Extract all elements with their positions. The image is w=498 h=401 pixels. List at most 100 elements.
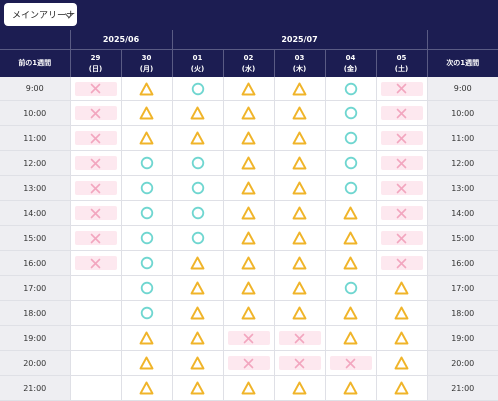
slot-cell[interactable] bbox=[222, 175, 274, 201]
slot-cell[interactable] bbox=[171, 150, 223, 176]
slot-cell[interactable] bbox=[222, 375, 274, 401]
few-left-triangle-icon bbox=[190, 356, 205, 370]
slot-cell bbox=[273, 350, 325, 376]
time-label: 9:00 bbox=[426, 77, 498, 101]
slot-cell[interactable] bbox=[273, 175, 325, 201]
slot-cell[interactable] bbox=[120, 225, 172, 251]
slot-cell bbox=[375, 175, 427, 201]
slot-cell[interactable] bbox=[324, 325, 376, 351]
slot-cell[interactable] bbox=[324, 300, 376, 326]
slot-cell[interactable] bbox=[222, 300, 274, 326]
full-cross-icon bbox=[380, 206, 423, 220]
full-cross-icon bbox=[380, 231, 423, 245]
slot-cell[interactable] bbox=[324, 375, 376, 401]
slot-cell[interactable] bbox=[120, 77, 172, 101]
slot-cell[interactable] bbox=[273, 150, 325, 176]
slot-cell[interactable] bbox=[171, 200, 223, 226]
time-label: 15:00 bbox=[426, 225, 498, 251]
slot-cell[interactable] bbox=[120, 250, 172, 276]
slot-cell[interactable] bbox=[324, 150, 376, 176]
slot-cell[interactable] bbox=[120, 125, 172, 151]
time-label: 18:00 bbox=[426, 300, 498, 326]
slot-cell[interactable] bbox=[273, 225, 325, 251]
time-label: 10:00 bbox=[0, 100, 70, 126]
few-left-triangle-icon bbox=[394, 381, 409, 395]
slot-cell bbox=[69, 225, 121, 251]
slot-cell[interactable] bbox=[120, 100, 172, 126]
slot-cell[interactable] bbox=[171, 175, 223, 201]
slot-cell[interactable] bbox=[273, 200, 325, 226]
slot-cell[interactable] bbox=[222, 250, 274, 276]
slot-cell[interactable] bbox=[120, 300, 172, 326]
slot-cell[interactable] bbox=[171, 100, 223, 126]
few-left-triangle-icon bbox=[190, 131, 205, 145]
prev-week-button[interactable]: 前の1週間 bbox=[0, 49, 70, 77]
slot-cell[interactable] bbox=[222, 77, 274, 101]
slot-cell[interactable] bbox=[273, 100, 325, 126]
slot-cell[interactable] bbox=[120, 200, 172, 226]
day-date: 04 bbox=[345, 53, 356, 62]
slot-cell[interactable] bbox=[171, 375, 223, 401]
few-left-triangle-icon bbox=[394, 281, 409, 295]
day-header: 03 (木) bbox=[273, 49, 325, 77]
slot-cell[interactable] bbox=[375, 350, 427, 376]
slot-cell[interactable] bbox=[324, 275, 376, 301]
slot-cell[interactable] bbox=[171, 250, 223, 276]
few-left-triangle-icon bbox=[241, 181, 256, 195]
time-label: 17:00 bbox=[0, 275, 70, 301]
slot-cell[interactable] bbox=[120, 175, 172, 201]
slot-cell[interactable] bbox=[222, 150, 274, 176]
slot-cell[interactable] bbox=[171, 325, 223, 351]
slot-cell[interactable] bbox=[120, 325, 172, 351]
available-circle-icon bbox=[191, 181, 205, 195]
slot-cell[interactable] bbox=[120, 275, 172, 301]
slot-cell[interactable] bbox=[273, 125, 325, 151]
next-week-button[interactable]: 次の1週間 bbox=[426, 49, 498, 77]
slot-cell[interactable] bbox=[273, 77, 325, 101]
slot-cell[interactable] bbox=[120, 375, 172, 401]
available-circle-icon bbox=[191, 82, 205, 96]
slot-cell[interactable] bbox=[171, 77, 223, 101]
slot-cell[interactable] bbox=[324, 77, 376, 101]
slot-cell[interactable] bbox=[324, 125, 376, 151]
available-circle-icon bbox=[140, 306, 154, 320]
slot-cell[interactable] bbox=[222, 275, 274, 301]
slot-cell[interactable] bbox=[222, 125, 274, 151]
few-left-triangle-icon bbox=[292, 231, 307, 245]
slot-cell[interactable] bbox=[222, 225, 274, 251]
slot-cell[interactable] bbox=[273, 275, 325, 301]
few-left-triangle-icon bbox=[241, 256, 256, 270]
slot-cell[interactable] bbox=[324, 175, 376, 201]
slot-cell[interactable] bbox=[375, 325, 427, 351]
slot-cell[interactable] bbox=[273, 250, 325, 276]
time-label: 9:00 bbox=[0, 77, 70, 101]
slot-cell[interactable] bbox=[324, 100, 376, 126]
slot-cell[interactable] bbox=[324, 225, 376, 251]
slot-cell[interactable] bbox=[375, 375, 427, 401]
slot-cell[interactable] bbox=[273, 375, 325, 401]
day-date: 02 bbox=[243, 53, 254, 62]
slot-cell[interactable] bbox=[375, 300, 427, 326]
slot-cell[interactable] bbox=[171, 300, 223, 326]
slot-cell[interactable] bbox=[375, 275, 427, 301]
slot-cell[interactable] bbox=[120, 350, 172, 376]
slot-cell bbox=[273, 325, 325, 351]
slot-cell[interactable] bbox=[273, 300, 325, 326]
slot-cell[interactable] bbox=[120, 150, 172, 176]
slot-cell[interactable] bbox=[324, 250, 376, 276]
time-label: 12:00 bbox=[0, 150, 70, 176]
slot-cell[interactable] bbox=[171, 275, 223, 301]
venue-select[interactable]: メインアリーナ bbox=[4, 3, 77, 26]
few-left-triangle-icon bbox=[343, 206, 358, 220]
slot-cell[interactable] bbox=[324, 200, 376, 226]
slot-cell[interactable] bbox=[222, 200, 274, 226]
slot-cell[interactable] bbox=[222, 100, 274, 126]
slot-cell[interactable] bbox=[171, 350, 223, 376]
slot-cell bbox=[375, 150, 427, 176]
few-left-triangle-icon bbox=[292, 156, 307, 170]
day-of-week: (月) bbox=[139, 64, 154, 73]
full-cross-icon bbox=[380, 156, 423, 170]
slot-cell[interactable] bbox=[171, 125, 223, 151]
full-cross-icon bbox=[74, 231, 117, 245]
slot-cell[interactable] bbox=[171, 225, 223, 251]
